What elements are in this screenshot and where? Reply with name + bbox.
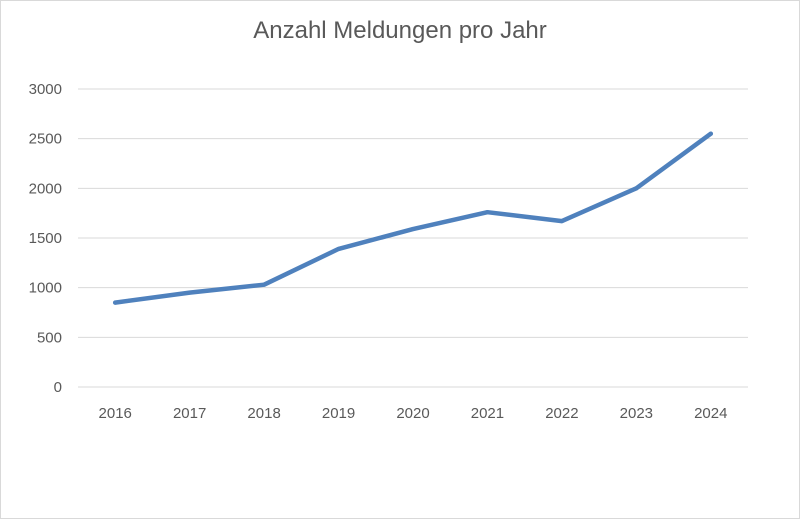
y-tick-label: 1000	[29, 280, 62, 297]
series-line-0	[112, 131, 714, 305]
y-tick-label: 3000	[29, 81, 62, 98]
data-point	[559, 219, 564, 224]
x-tick-label: 2016	[99, 405, 132, 422]
data-point	[411, 227, 415, 232]
data-point	[708, 131, 713, 136]
y-tick-label: 0	[54, 379, 62, 396]
x-tick-label: 2018	[247, 405, 280, 422]
x-tick-label: 2023	[620, 405, 653, 422]
x-axis-tick-labels: 2016 2017 2018 2019 2020 2021 2022 2023 2024	[99, 405, 728, 422]
y-axis-tick-labels: 0 500 1000 1500 2000 2500 3000	[29, 81, 62, 396]
data-point	[634, 186, 639, 191]
data-point	[485, 210, 490, 215]
chart-title: Anzahl Meldungen pro Jahr	[253, 17, 547, 44]
series-layer	[112, 131, 714, 305]
x-tick-label: 2019	[322, 405, 355, 422]
y-tick-label: 2500	[29, 131, 62, 148]
y-tick-label: 1500	[29, 230, 62, 247]
x-tick-label: 2020	[396, 405, 429, 422]
data-point	[187, 290, 192, 295]
data-point	[336, 246, 341, 251]
y-tick-label: 500	[37, 329, 62, 346]
x-tick-label: 2021	[471, 405, 504, 422]
data-point	[113, 300, 118, 305]
y-tick-label: 2000	[29, 180, 62, 197]
gridlines	[78, 88, 748, 388]
x-tick-label: 2024	[694, 405, 727, 422]
x-tick-label: 2022	[545, 405, 578, 422]
data-point	[262, 282, 267, 287]
x-tick-label: 2017	[173, 405, 206, 422]
